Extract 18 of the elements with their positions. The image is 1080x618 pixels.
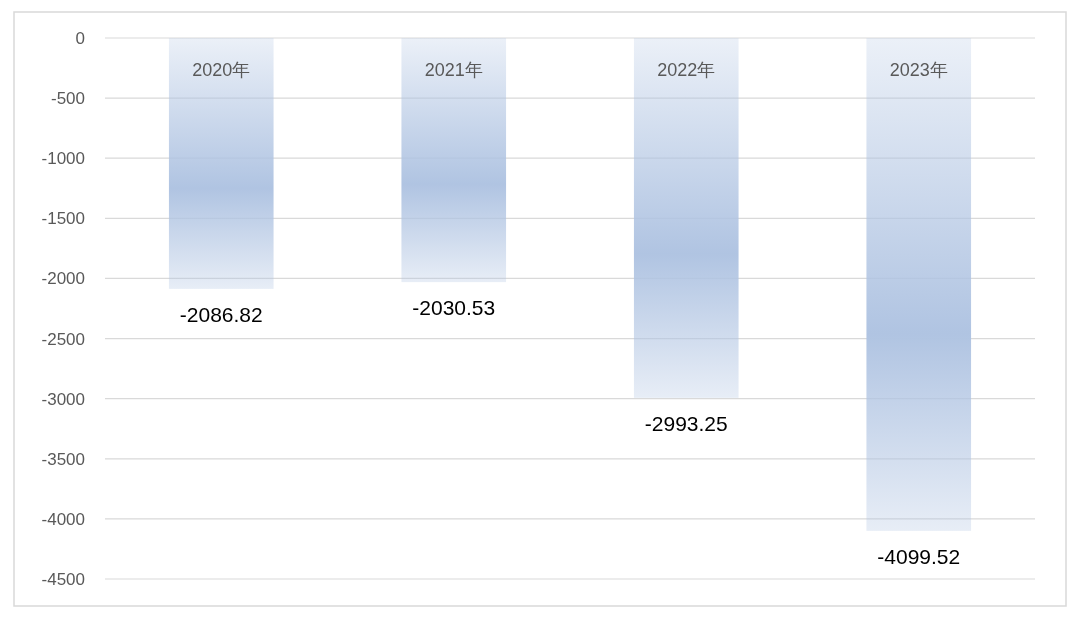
y-tick-label: -2500 (41, 329, 85, 349)
x-tick-label: 2022年 (657, 60, 716, 80)
x-tick-label: 2020年 (192, 60, 251, 80)
y-tick-label: -3000 (41, 389, 85, 409)
x-tick-label: 2021年 (424, 60, 483, 80)
data-label: -2993.25 (644, 411, 728, 435)
y-tick-label: -500 (50, 89, 85, 109)
data-label: -2030.53 (412, 296, 496, 320)
y-tick-label: -2000 (41, 269, 85, 289)
x-tick-label: 2023年 (889, 60, 948, 80)
y-tick-label: -4000 (41, 509, 85, 529)
data-label: -2086.82 (179, 302, 263, 326)
y-tick-label: 0 (75, 29, 85, 48)
y-tick-label: -1000 (41, 149, 85, 169)
y-tick-label: -1500 (41, 209, 85, 229)
y-tick-label: -3500 (41, 449, 85, 469)
data-label: -4099.52 (877, 544, 961, 568)
y-tick-label: -4500 (41, 570, 85, 589)
